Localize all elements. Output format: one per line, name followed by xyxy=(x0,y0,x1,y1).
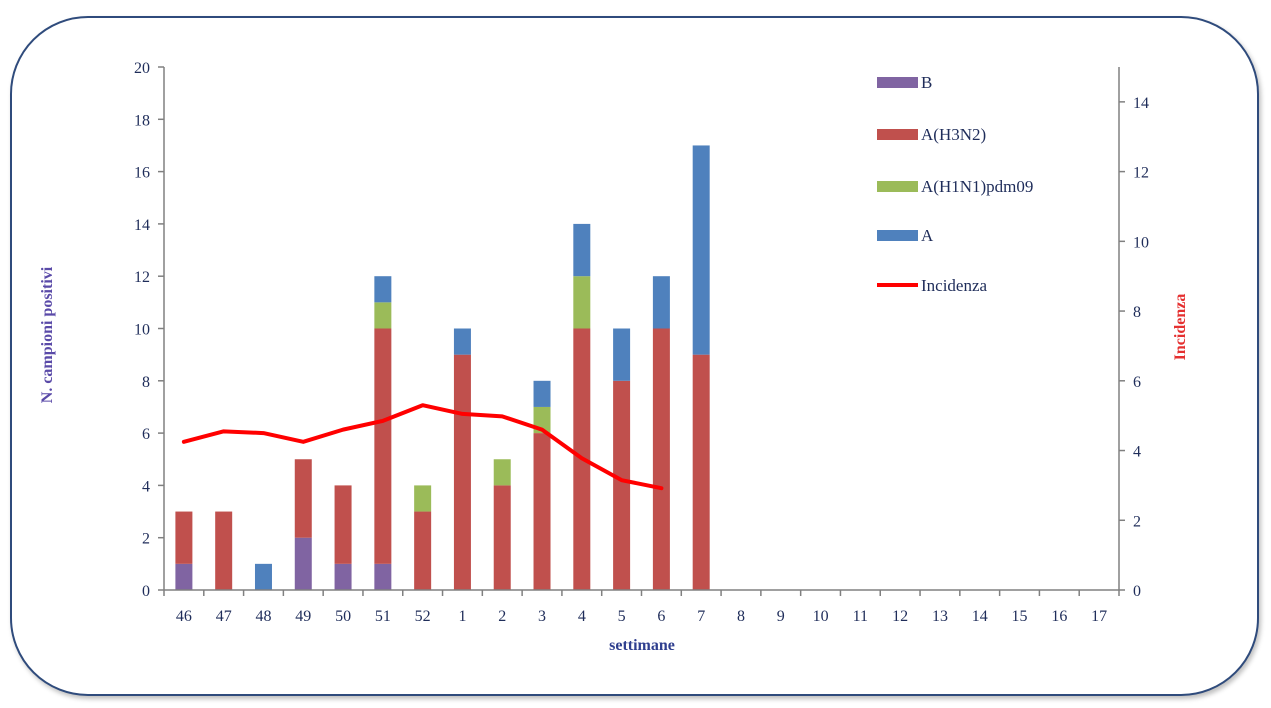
y2-tick-label: 4 xyxy=(1133,444,1141,461)
y-tick-label: 6 xyxy=(142,426,150,443)
bar-a-h3n2-50 xyxy=(334,485,352,564)
bar-a-3 xyxy=(533,380,551,407)
x-tick-label: 10 xyxy=(813,608,829,625)
y2-tick-label: 14 xyxy=(1133,95,1149,112)
x-tick-label: 12 xyxy=(892,608,908,625)
x-tick-label: 2 xyxy=(498,608,506,625)
y-tick-label: 20 xyxy=(134,60,150,77)
x-tick-label: 14 xyxy=(972,608,988,625)
y-tick-label: 2 xyxy=(142,531,150,548)
legend: B A(H3N2) A(H1N1)pdm09 A Incidenza xyxy=(877,73,1033,295)
x-tick-label: 7 xyxy=(697,608,705,625)
y2-tick-label: 0 xyxy=(1133,583,1141,600)
incidenza-line xyxy=(181,403,664,491)
bar-a-4 xyxy=(573,223,591,277)
bar-b-50 xyxy=(334,563,352,590)
bar-a-h1n1-pdm09-51 xyxy=(374,302,392,329)
x-tick-label: 9 xyxy=(777,608,785,625)
x-tick-label: 17 xyxy=(1091,608,1107,625)
x-tick-label: 50 xyxy=(335,608,351,625)
legend-swatch xyxy=(877,230,918,241)
bar-a-6 xyxy=(652,276,670,329)
legend-label: Incidenza xyxy=(921,276,988,295)
bar-a-h3n2-1 xyxy=(453,354,471,590)
x-tick-label: 49 xyxy=(295,608,311,625)
x-tick-label: 47 xyxy=(216,608,232,625)
bars-layer xyxy=(175,145,710,590)
y-tick-label: 4 xyxy=(142,478,150,495)
bar-a-1 xyxy=(453,328,471,355)
bar-b-51 xyxy=(374,563,392,590)
x-tick-label: 4 xyxy=(578,608,586,625)
y-axis-title: N. campioni positivi xyxy=(39,266,56,403)
legend-swatch xyxy=(877,129,918,140)
incidence-line-layer xyxy=(181,403,664,491)
bar-a-h3n2-5 xyxy=(613,380,631,590)
y-tick-label: 18 xyxy=(134,112,150,129)
x-tick-label: 5 xyxy=(618,608,626,625)
legend-label: A(H1N1)pdm09 xyxy=(921,177,1033,196)
x-axis-title: settimane xyxy=(609,637,675,654)
bar-a-51 xyxy=(374,276,392,303)
legend-label: B xyxy=(921,73,932,92)
x-tick-label: 52 xyxy=(415,608,431,625)
legend-swatch xyxy=(877,77,918,88)
y-tick-label: 8 xyxy=(142,374,150,391)
bar-a-h3n2-46 xyxy=(175,511,193,564)
bar-a-h1n1-pdm09-52 xyxy=(414,485,432,512)
x-tick-label: 3 xyxy=(538,608,546,625)
y-tick-label: 12 xyxy=(134,269,150,286)
y2-tick-label: 2 xyxy=(1133,513,1141,530)
y2-axis-title: Incidenza xyxy=(1172,294,1189,361)
bar-a-h3n2-52 xyxy=(414,511,432,590)
y-tick-label: 0 xyxy=(142,583,150,600)
bar-a-h3n2-7 xyxy=(692,354,710,590)
x-tick-label: 46 xyxy=(176,608,192,625)
x-tick-label: 15 xyxy=(1012,608,1028,625)
x-tick-label: 48 xyxy=(255,608,271,625)
legend-label: A xyxy=(921,226,934,245)
bar-a-h3n2-6 xyxy=(652,328,670,590)
bar-b-49 xyxy=(294,537,312,590)
y2-tick-label: 12 xyxy=(1133,165,1149,182)
y2-tick-label: 8 xyxy=(1133,304,1141,321)
y-tick-label: 10 xyxy=(134,322,150,339)
bar-a-h3n2-51 xyxy=(374,328,392,564)
y-tick-label: 16 xyxy=(134,165,150,182)
bar-a-h1n1-pdm09-2 xyxy=(493,459,511,486)
x-tick-label: 8 xyxy=(737,608,745,625)
x-tick-label: 11 xyxy=(853,608,868,625)
y2-tick-label: 10 xyxy=(1133,234,1149,251)
bar-a-h3n2-2 xyxy=(493,485,511,590)
y2-tick-label: 6 xyxy=(1133,374,1141,391)
bar-a-h3n2-47 xyxy=(215,511,233,590)
bar-b-46 xyxy=(175,563,193,590)
x-tick-label: 51 xyxy=(375,608,391,625)
bar-a-7 xyxy=(692,145,710,355)
x-tick-label: 16 xyxy=(1051,608,1067,625)
bar-a-5 xyxy=(613,328,631,381)
legend-label: A(H3N2) xyxy=(921,125,986,144)
bar-a-48 xyxy=(254,563,272,590)
bar-a-h3n2-49 xyxy=(294,459,312,538)
bar-a-h1n1-pdm09-4 xyxy=(573,276,591,329)
y-tick-label: 14 xyxy=(134,217,150,234)
bar-a-h3n2-3 xyxy=(533,433,551,590)
legend-swatch xyxy=(877,181,918,192)
x-tick-label: 13 xyxy=(932,608,948,625)
x-tick-label: 1 xyxy=(458,608,466,625)
x-tick-label: 6 xyxy=(657,608,665,625)
